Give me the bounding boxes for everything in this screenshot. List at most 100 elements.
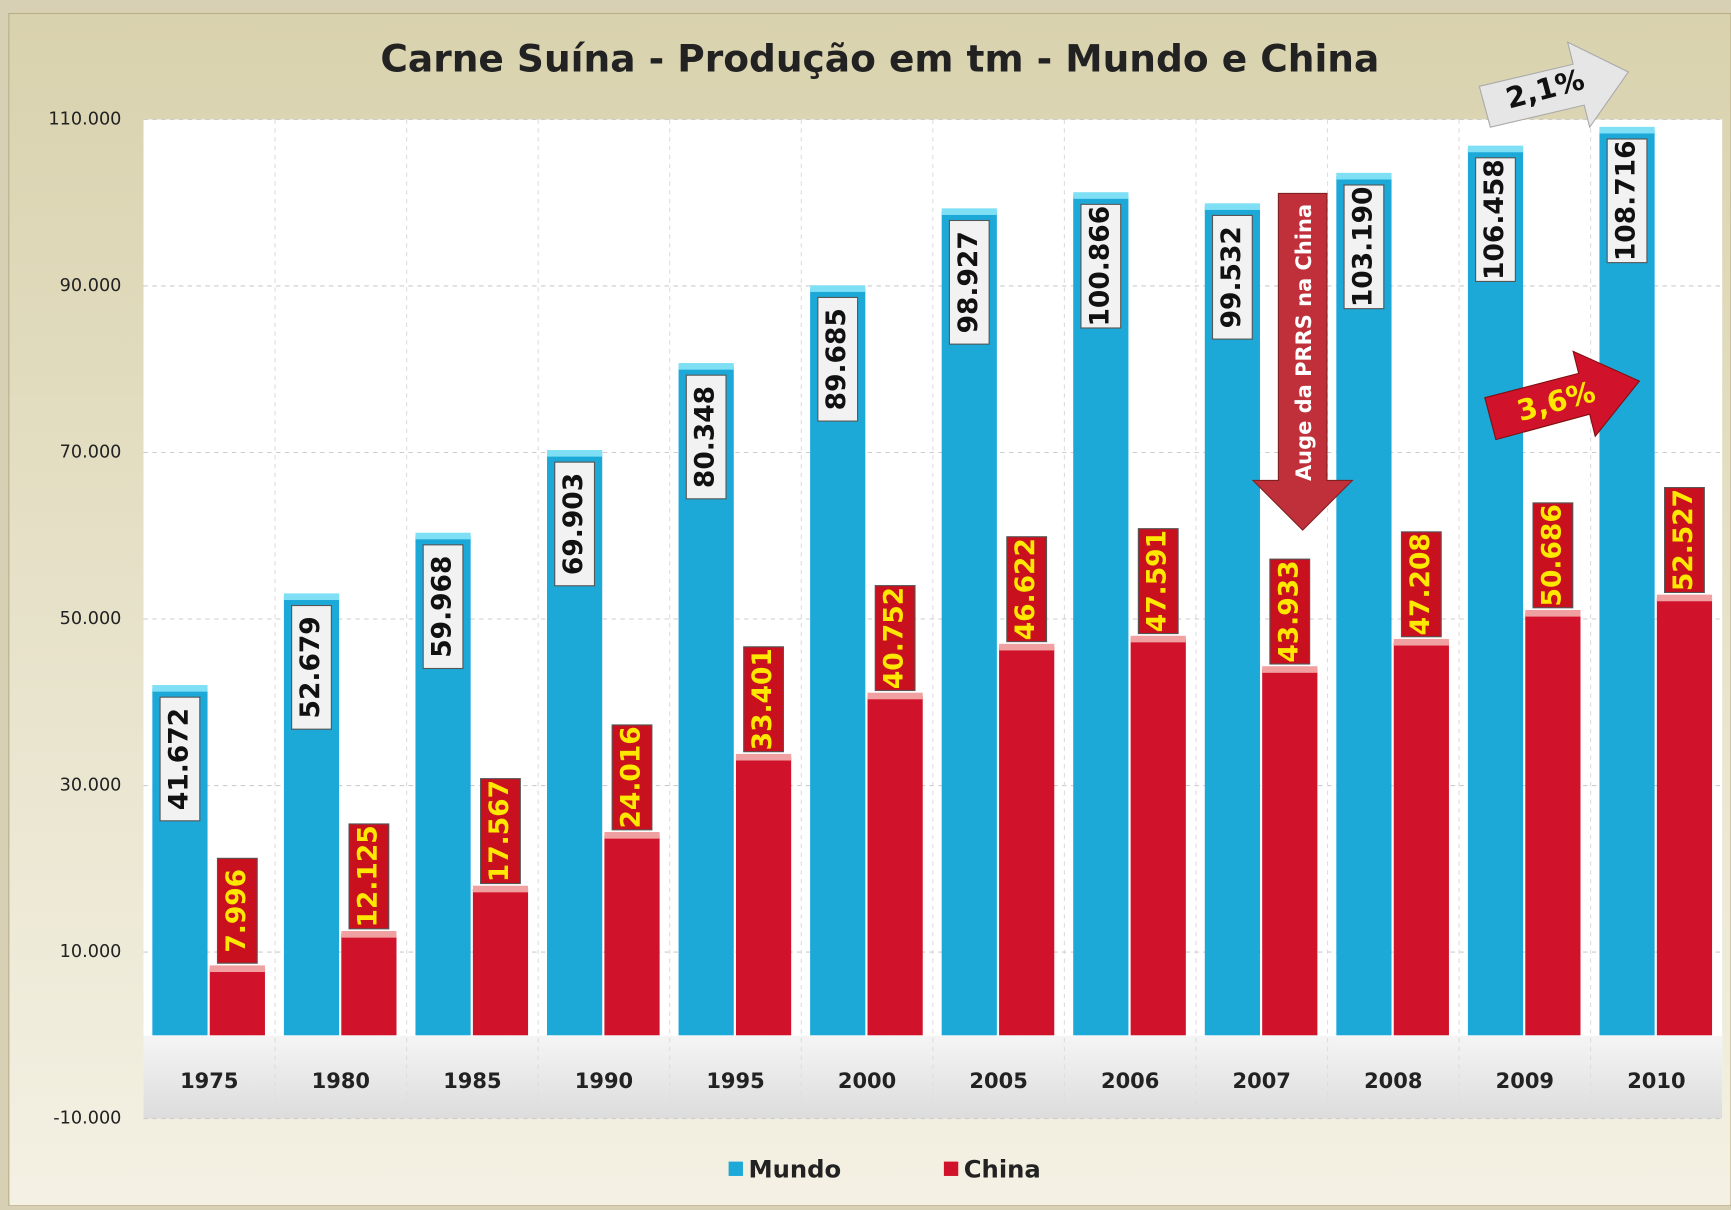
bar-cap	[941, 208, 997, 215]
bar	[472, 889, 529, 1036]
bar	[999, 647, 1055, 1036]
y-tick-label: -10.000	[53, 1109, 121, 1129]
x-tick-label: 2006	[1101, 1069, 1159, 1093]
value-label-box	[685, 374, 727, 500]
bar	[1393, 642, 1449, 1036]
bar-cap	[341, 931, 397, 938]
value-label-box	[948, 219, 990, 345]
value-label-box	[1475, 157, 1516, 282]
bar-cap	[1130, 635, 1186, 643]
bar	[1656, 597, 1713, 1036]
x-tick-label: 2007	[1233, 1069, 1291, 1093]
value-label-box	[1664, 487, 1705, 594]
value-label-box	[1080, 203, 1122, 329]
value-label: 12.125	[352, 825, 383, 927]
bar-cap	[604, 832, 660, 839]
bar-cap	[1599, 126, 1655, 134]
bar	[1467, 148, 1524, 1036]
annotation: Auge da PRRS na China	[1292, 204, 1316, 481]
value-label-box	[743, 646, 784, 753]
arrow-shape	[1251, 192, 1354, 531]
x-tick-label: 2010	[1627, 1069, 1685, 1093]
value-label-box	[1400, 531, 1442, 638]
y-tick-label: 70.000	[60, 442, 122, 462]
bar	[1599, 130, 1655, 1036]
bar	[1262, 669, 1318, 1036]
y-tick-label: 110.000	[48, 109, 121, 129]
value-label: 33.401	[747, 648, 778, 750]
value-label: 24.016	[616, 726, 647, 828]
bar	[1204, 206, 1260, 1036]
chart-title: Carne Suína - Produção em tm - Mundo e C…	[380, 36, 1379, 80]
annotation-arrow: Auge da PRRS na China	[1251, 192, 1354, 531]
bar-cap	[1656, 594, 1713, 602]
value-label: 43.933	[1273, 560, 1304, 662]
bar	[867, 696, 923, 1036]
value-label-box	[216, 857, 258, 964]
bar-cap	[1525, 609, 1581, 617]
value-label-box	[611, 724, 653, 831]
bar-cap	[1073, 192, 1129, 199]
legend-label: Mundo	[748, 1154, 841, 1183]
bar	[735, 757, 792, 1036]
arrow-shape	[1484, 350, 1641, 441]
value-label: 100.866	[1084, 206, 1115, 327]
value-label-box	[874, 585, 916, 692]
bar	[1336, 176, 1392, 1036]
value-label-box	[1137, 528, 1179, 635]
bar-cap	[1467, 145, 1524, 153]
value-label-box	[348, 823, 390, 930]
value-label: 69.903	[558, 473, 589, 575]
value-label: 47.591	[1142, 530, 1173, 632]
bar-cap	[810, 285, 866, 292]
value-label: 50.686	[1536, 504, 1567, 606]
x-tick-label: 1985	[443, 1069, 501, 1093]
value-label: 99.532	[1216, 226, 1247, 328]
x-tick-label: 2005	[969, 1069, 1027, 1093]
bar-cap	[1336, 172, 1392, 180]
value-label: 98.927	[953, 231, 984, 333]
x-tick-label: 2000	[838, 1069, 896, 1093]
value-label: 47.208	[1405, 533, 1436, 635]
x-tick-label: 1995	[706, 1069, 764, 1093]
bar	[209, 968, 265, 1036]
value-label: 46.622	[1010, 538, 1041, 640]
bar	[1525, 613, 1581, 1036]
value-label-box	[422, 544, 464, 670]
bar-cap	[1393, 638, 1449, 646]
bar	[1073, 195, 1129, 1036]
value-label: 17.567	[484, 780, 515, 882]
bar-cap	[472, 885, 529, 893]
bar-cap	[547, 449, 603, 457]
x-tick-label: 2009	[1496, 1069, 1554, 1093]
bar-cap	[152, 685, 208, 692]
legend-label: China	[964, 1154, 1041, 1183]
bar-cap	[867, 692, 923, 700]
value-label-box	[480, 778, 521, 885]
value-label-box	[1532, 502, 1574, 609]
value-label: 52.679	[295, 616, 326, 718]
value-label-box	[291, 604, 332, 730]
arrow-shape	[1478, 41, 1630, 129]
value-label: 40.752	[879, 587, 910, 689]
value-label: 41.672	[163, 708, 194, 810]
value-label: 59.968	[427, 556, 458, 658]
value-label-box	[554, 461, 596, 587]
bar-cap	[678, 363, 734, 370]
bar	[1130, 639, 1186, 1036]
y-tick-label: 30.000	[60, 776, 122, 796]
value-label: 52.527	[1668, 489, 1699, 591]
x-tick-label: 1975	[180, 1069, 238, 1093]
bar-cap	[1204, 203, 1260, 210]
value-label: 103.190	[1347, 186, 1378, 307]
bar	[941, 211, 997, 1036]
y-tick-label: 90.000	[60, 276, 122, 296]
legend-swatch	[943, 1161, 959, 1176]
value-label-box	[1606, 138, 1648, 264]
bar-cap	[283, 593, 340, 601]
bar	[341, 934, 397, 1036]
value-label-box	[817, 296, 859, 422]
x-tick-label: 2008	[1364, 1069, 1422, 1093]
